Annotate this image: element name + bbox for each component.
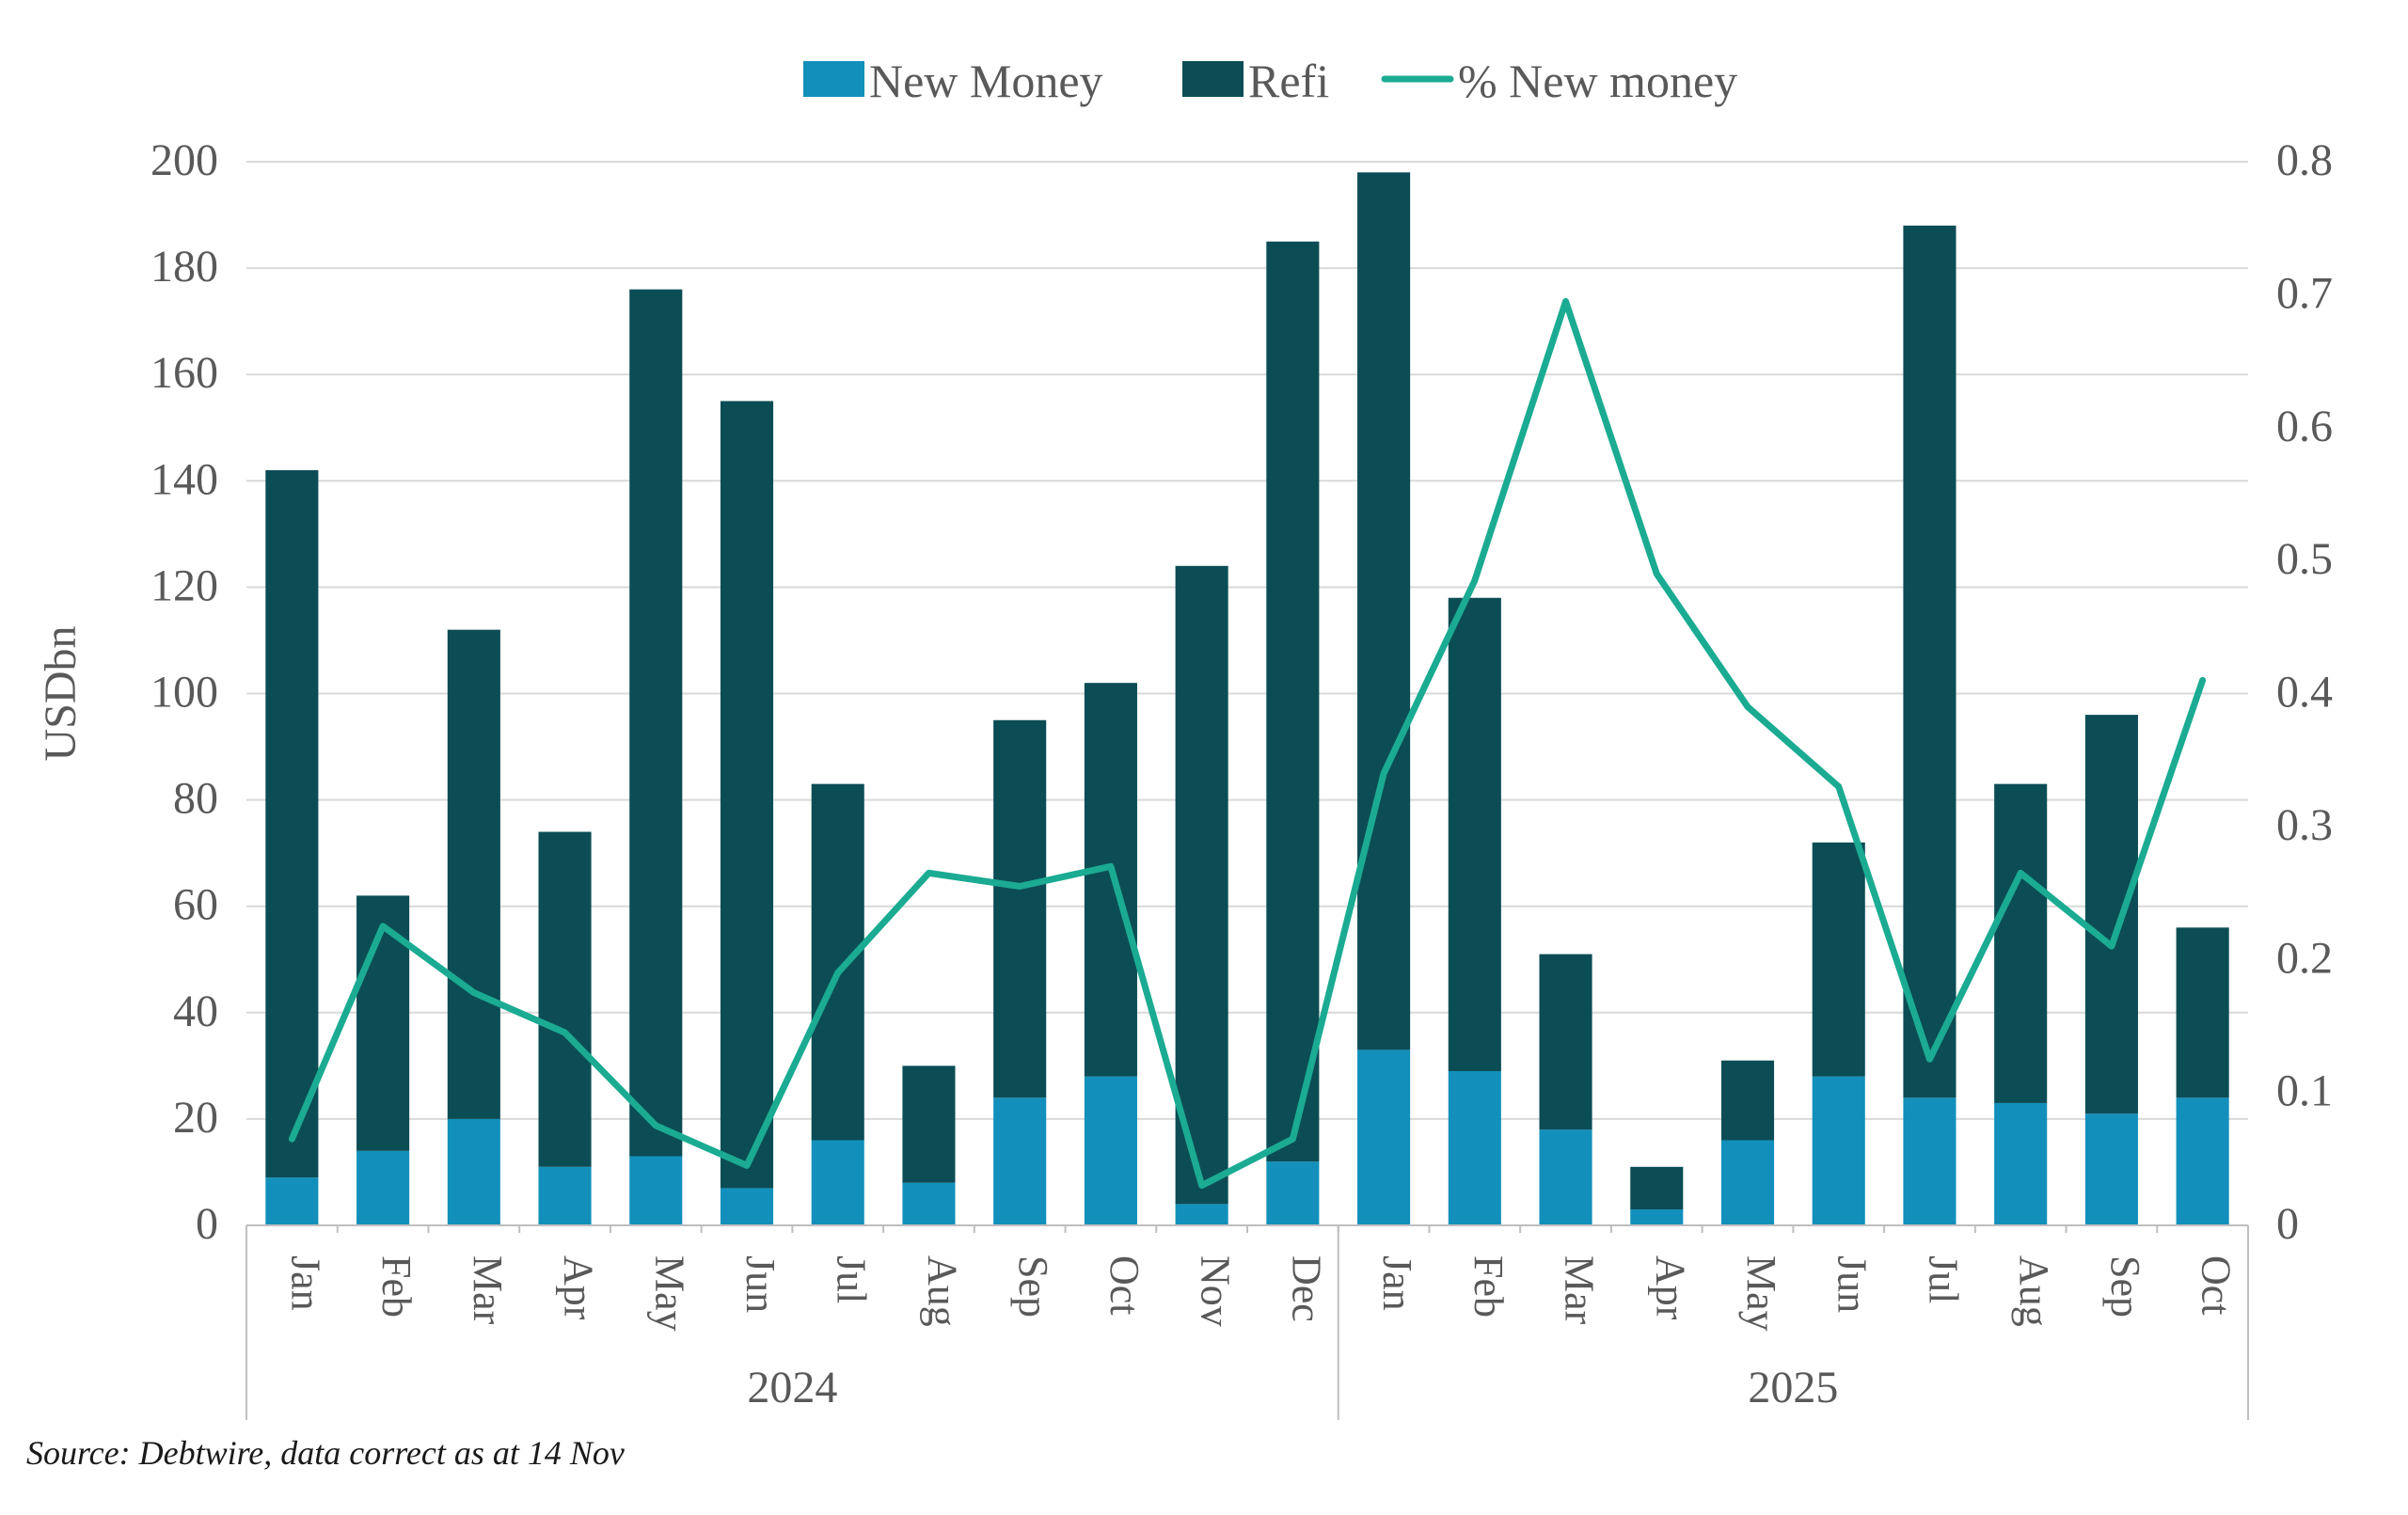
svg-text:180: 180 <box>150 242 218 292</box>
svg-text:Nov: Nov <box>1193 1255 1239 1327</box>
svg-text:2024: 2024 <box>747 1363 837 1412</box>
svg-text:Jul: Jul <box>1920 1255 1966 1303</box>
svg-text:Oct: Oct <box>1101 1255 1148 1316</box>
svg-text:40: 40 <box>173 986 218 1036</box>
svg-text:Jun: Jun <box>737 1255 784 1313</box>
svg-text:Sep: Sep <box>2102 1255 2148 1318</box>
svg-text:0: 0 <box>2276 1199 2299 1249</box>
svg-text:Refi: Refi <box>1248 55 1329 107</box>
svg-text:Mar: Mar <box>465 1255 511 1325</box>
svg-text:Jan: Jan <box>1374 1255 1420 1311</box>
svg-text:New Money: New Money <box>869 55 1103 107</box>
svg-text:100: 100 <box>150 668 218 718</box>
svg-text:0.5: 0.5 <box>2276 534 2333 584</box>
svg-text:200: 200 <box>150 135 218 185</box>
svg-text:Apr: Apr <box>1647 1255 1693 1320</box>
svg-text:Jul: Jul <box>829 1255 875 1303</box>
svg-text:% New money: % New money <box>1458 55 1737 107</box>
svg-text:80: 80 <box>173 774 218 824</box>
svg-text:60: 60 <box>173 880 218 930</box>
svg-text:2025: 2025 <box>1748 1363 1838 1412</box>
svg-text:May: May <box>646 1255 692 1332</box>
svg-text:Oct: Oct <box>2194 1255 2240 1316</box>
svg-text:Jun: Jun <box>1830 1255 1876 1313</box>
svg-text:0.3: 0.3 <box>2276 800 2333 850</box>
svg-text:Jan: Jan <box>282 1255 328 1311</box>
svg-text:Feb: Feb <box>373 1255 420 1318</box>
svg-text:Feb: Feb <box>1465 1255 1512 1318</box>
svg-text:Aug: Aug <box>919 1255 965 1327</box>
svg-text:160: 160 <box>150 348 218 398</box>
svg-text:0.7: 0.7 <box>2276 268 2333 318</box>
svg-text:Dec: Dec <box>1283 1255 1329 1322</box>
svg-text:0.8: 0.8 <box>2276 135 2333 185</box>
svg-text:Sep: Sep <box>1010 1255 1056 1318</box>
svg-text:0: 0 <box>196 1199 218 1249</box>
svg-text:0.4: 0.4 <box>2276 668 2333 718</box>
svg-text:May: May <box>1738 1255 1784 1332</box>
svg-text:Mar: Mar <box>1557 1255 1603 1325</box>
svg-text:140: 140 <box>150 454 218 504</box>
svg-text:Apr: Apr <box>556 1255 602 1320</box>
svg-text:120: 120 <box>150 560 218 610</box>
svg-text:0.2: 0.2 <box>2276 933 2333 983</box>
svg-text:0.6: 0.6 <box>2276 402 2333 451</box>
svg-text:0.1: 0.1 <box>2276 1066 2333 1116</box>
svg-text:Aug: Aug <box>2011 1255 2057 1327</box>
svg-text:USDbn: USDbn <box>36 625 86 761</box>
svg-text:20: 20 <box>173 1093 218 1143</box>
